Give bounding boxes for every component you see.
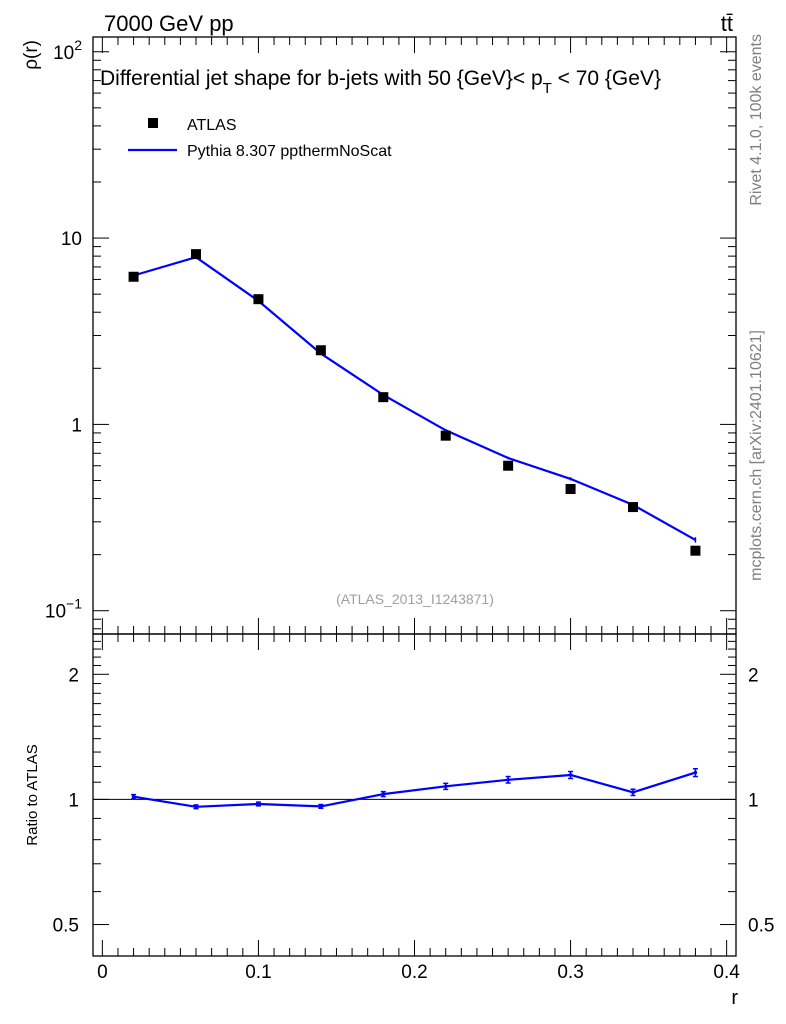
ratio-point [194, 804, 198, 809]
atlas-data-point [315, 345, 326, 356]
ratio-y-tick-label-right: 0.5 [748, 916, 774, 937]
ratio-point [631, 790, 635, 795]
atlas-data-point [253, 294, 264, 305]
pythia-line [133, 255, 696, 541]
rivet-label: Rivet 4.1.0, 100k events [748, 34, 765, 206]
ratio-point [443, 784, 448, 789]
ratio-y-tick-label: 1 [68, 790, 79, 811]
chart-title: Differential jet shape for b-jets with 5… [100, 67, 661, 97]
ratio-y-tick-label: 0.5 [53, 916, 79, 937]
legend: ATLAS Pythia 8.307 ppthermNoScat [128, 117, 392, 160]
atlas-data-point [128, 271, 139, 282]
atlas-data-point [690, 545, 701, 556]
ratio-y-tick-label-right: 2 [748, 665, 759, 686]
atlas-data-point [565, 484, 576, 495]
atlas-data-point [627, 502, 638, 513]
ratio-y-axis-label: Ratio to ATLAS [24, 744, 41, 845]
ratio-y-tick-label-right: 1 [748, 790, 759, 811]
y-tick-label: 102 [53, 37, 82, 64]
energy-label: 7000 GeV pp [104, 11, 234, 36]
ratio-y-tick-label: 2 [68, 665, 79, 686]
atlas-data-point [378, 392, 389, 403]
ratio-point [693, 770, 698, 775]
y-tick-label: 10 [61, 229, 82, 250]
atlas-data-point [440, 430, 451, 441]
legend-label-pythia: Pythia 8.307 ppthermNoScat [187, 143, 392, 160]
main-axis-ticks: 102 10 1 10−1 [45, 37, 736, 634]
y-tick-label: 1 [71, 415, 82, 436]
ratio-frame [92, 633, 737, 957]
x-tick-label: 0.1 [245, 962, 271, 983]
legend-label-atlas: ATLAS [187, 117, 237, 134]
main-series [128, 249, 701, 556]
watermark: (ATLAS_2013_I1243871) [336, 591, 494, 607]
process-label: tt̄ [721, 11, 733, 36]
main-y-axis-label: ρ(r) [21, 40, 42, 70]
x-tick-label: 0.3 [557, 962, 583, 983]
atlas-data-point [191, 249, 202, 260]
ratio-point [506, 777, 510, 782]
atlas-data-point [503, 460, 514, 471]
ratio-series [93, 768, 736, 810]
ratio-point [131, 794, 136, 799]
ratio-point [381, 792, 386, 796]
x-axis-label: r [731, 987, 738, 1009]
legend-marker-atlas [148, 118, 158, 128]
ratio-series-line [133, 771, 696, 808]
ratio-axis-ticks: 0 0.1 0.2 0.3 0.4 0.5 0.5 1 1 2 2 [53, 633, 774, 983]
ratio-point [256, 802, 261, 806]
mcplots-label: mcplots.cern.ch [arXiv:2401.10621] [748, 330, 765, 581]
x-tick-label: 0.2 [401, 962, 427, 983]
x-tick-label: 0.4 [713, 962, 740, 983]
ratio-point [568, 773, 573, 777]
y-tick-label: 10−1 [45, 596, 82, 623]
ratio-point [319, 804, 323, 809]
x-tick-label: 0 [97, 962, 108, 983]
